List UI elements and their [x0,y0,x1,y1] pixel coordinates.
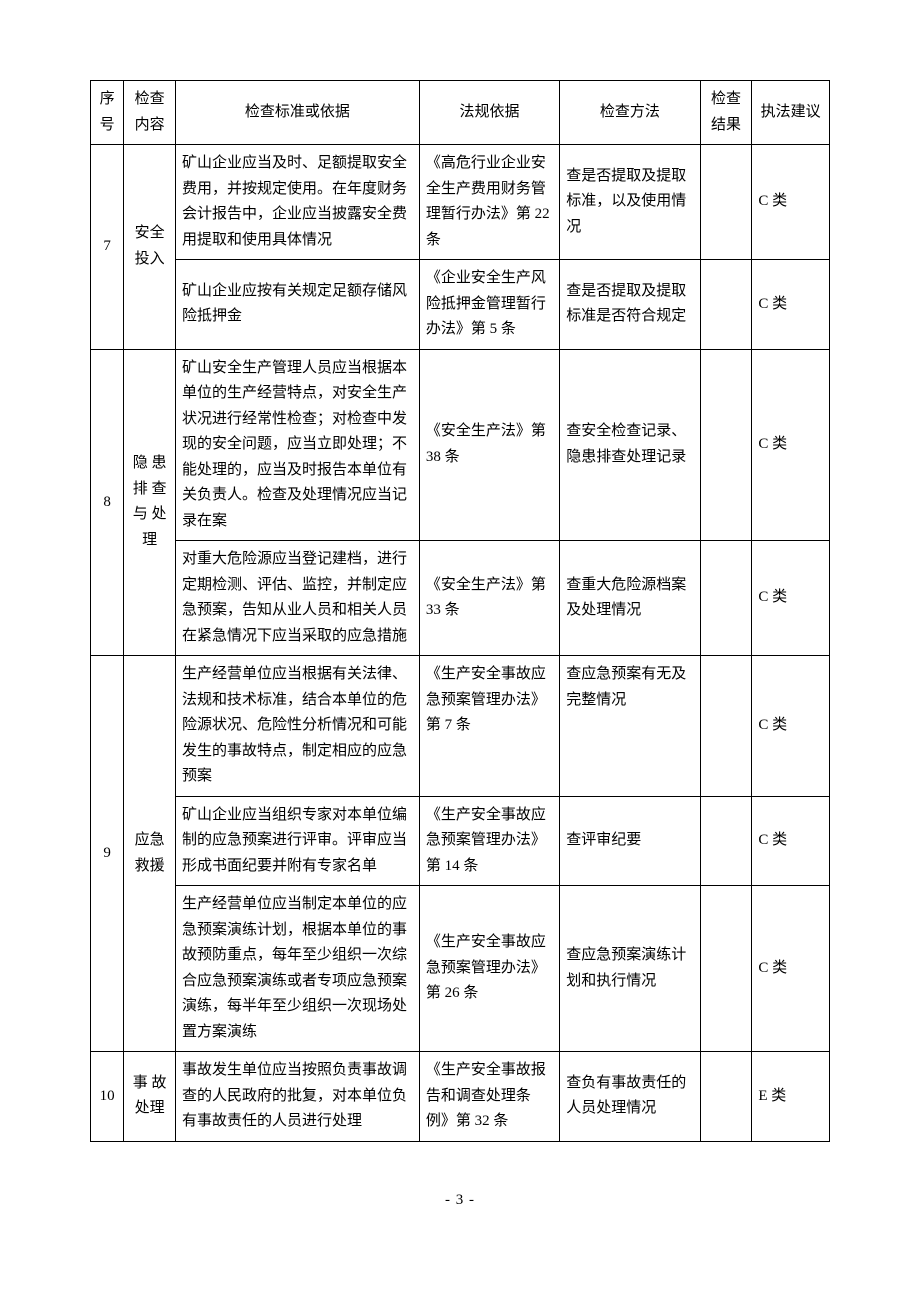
cell-method: 查评审纪要 [560,796,700,886]
col-law: 法规依据 [419,81,559,145]
cell-method: 查是否提取及提取标准是否符合规定 [560,260,700,350]
cell-law: 《生产安全事故应急预案管理办法》第 14 条 [419,796,559,886]
cell-advice: C 类 [752,349,830,541]
cell-result [700,656,752,797]
cell-category: 隐 患排 查与 处理 [124,349,176,656]
cell-standard: 生产经营单位应当根据有关法律、法规和技术标准，结合本单位的危险源状况、危险性分析… [175,656,419,797]
cell-standard: 矿山安全生产管理人员应当根据本单位的生产经营特点，对安全生产状况进行经常性检查；… [175,349,419,541]
cell-result [700,541,752,656]
cell-advice: C 类 [752,260,830,350]
col-category: 检查内容 [124,81,176,145]
cell-advice: C 类 [752,796,830,886]
cell-result [700,796,752,886]
document-page: 序号 检查内容 检查标准或依据 法规依据 检查方法 检查结果 执法建议 7 安全… [0,0,920,1249]
col-result: 检查结果 [700,81,752,145]
cell-law: 《安全生产法》第 38 条 [419,349,559,541]
cell-method: 查应急预案演练计划和执行情况 [560,886,700,1052]
cell-law: 《企业安全生产风险抵押金管理暂行办法》第 5 条 [419,260,559,350]
cell-result [700,1052,752,1142]
cell-law: 《生产安全事故应急预案管理办法》第 7 条 [419,656,559,797]
cell-method: 查负有事故责任的人员处理情况 [560,1052,700,1142]
table-row: 8 隐 患排 查与 处理 矿山安全生产管理人员应当根据本单位的生产经营特点，对安… [91,349,830,541]
table-row: 生产经营单位应当制定本单位的应急预案演练计划，根据本单位的事故预防重点，每年至少… [91,886,830,1052]
cell-law: 《生产安全事故报告和调查处理条例》第 32 条 [419,1052,559,1142]
cell-method: 查安全检查记录、隐患排查处理记录 [560,349,700,541]
cell-result [700,145,752,260]
inspection-table: 序号 检查内容 检查标准或依据 法规依据 检查方法 检查结果 执法建议 7 安全… [90,80,830,1142]
cell-standard: 事故发生单位应当按照负责事故调查的人民政府的批复，对本单位负有事故责任的人员进行… [175,1052,419,1142]
cell-method: 查应急预案有无及完整情况 [560,656,700,797]
cell-category: 安全投入 [124,145,176,350]
cell-law: 《高危行业企业安全生产费用财务管理暂行办法》第 22 条 [419,145,559,260]
cell-category: 事 故处理 [124,1052,176,1142]
table-row: 7 安全投入 矿山企业应当及时、足额提取安全费用，并按规定使用。在年度财务会计报… [91,145,830,260]
cell-advice: C 类 [752,886,830,1052]
cell-standard: 矿山企业应当组织专家对本单位编制的应急预案进行评审。评审应当形成书面纪要并附有专… [175,796,419,886]
cell-standard: 对重大危险源应当登记建档，进行定期检测、评估、监控，并制定应急预案，告知从业人员… [175,541,419,656]
cell-standard: 矿山企业应当及时、足额提取安全费用，并按规定使用。在年度财务会计报告中，企业应当… [175,145,419,260]
col-standard: 检查标准或依据 [175,81,419,145]
table-header-row: 序号 检查内容 检查标准或依据 法规依据 检查方法 检查结果 执法建议 [91,81,830,145]
cell-method: 查重大危险源档案及处理情况 [560,541,700,656]
cell-result [700,260,752,350]
cell-law: 《生产安全事故应急预案管理办法》第 26 条 [419,886,559,1052]
cell-seq: 7 [91,145,124,350]
col-seq: 序号 [91,81,124,145]
col-method: 检查方法 [560,81,700,145]
table-row: 10 事 故处理 事故发生单位应当按照负责事故调查的人民政府的批复，对本单位负有… [91,1052,830,1142]
cell-standard: 生产经营单位应当制定本单位的应急预案演练计划，根据本单位的事故预防重点，每年至少… [175,886,419,1052]
cell-advice: C 类 [752,145,830,260]
table-row: 9 应急救援 生产经营单位应当根据有关法律、法规和技术标准，结合本单位的危险源状… [91,656,830,797]
cell-result [700,886,752,1052]
cell-law: 《安全生产法》第 33 条 [419,541,559,656]
cell-result [700,349,752,541]
table-row: 矿山企业应按有关规定足额存储风险抵押金 《企业安全生产风险抵押金管理暂行办法》第… [91,260,830,350]
cell-advice: C 类 [752,656,830,797]
cell-seq: 8 [91,349,124,656]
cell-category: 应急救援 [124,656,176,1052]
cell-advice: E 类 [752,1052,830,1142]
cell-method: 查是否提取及提取标准，以及使用情况 [560,145,700,260]
table-row: 矿山企业应当组织专家对本单位编制的应急预案进行评审。评审应当形成书面纪要并附有专… [91,796,830,886]
page-number: - 3 - [90,1192,830,1209]
cell-seq: 9 [91,656,124,1052]
cell-seq: 10 [91,1052,124,1142]
col-advice: 执法建议 [752,81,830,145]
table-row: 对重大危险源应当登记建档，进行定期检测、评估、监控，并制定应急预案，告知从业人员… [91,541,830,656]
cell-standard: 矿山企业应按有关规定足额存储风险抵押金 [175,260,419,350]
cell-advice: C 类 [752,541,830,656]
